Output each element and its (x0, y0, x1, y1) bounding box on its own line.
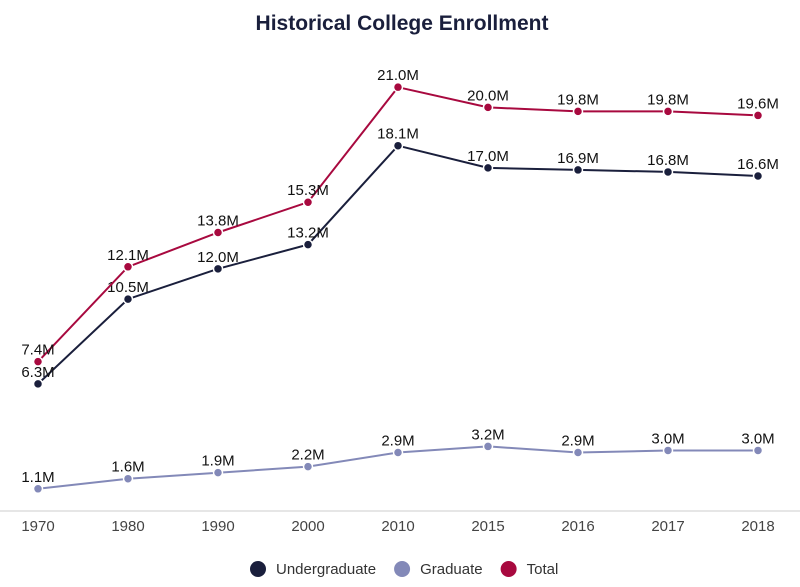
legend-label: Undergraduate (276, 561, 376, 578)
data-label: 2.2M (291, 447, 324, 464)
data-label: 6.3M (21, 364, 54, 381)
legend-item-undergraduate[interactable]: Undergraduate (250, 561, 376, 578)
data-point[interactable] (572, 106, 584, 117)
legend-label: Graduate (420, 561, 483, 578)
legend-marker (500, 561, 517, 577)
data-point[interactable] (482, 102, 494, 113)
data-point[interactable] (662, 106, 674, 117)
data-point[interactable] (122, 261, 134, 273)
data-label: 1.9M (201, 453, 234, 470)
legend-label: Total (527, 561, 559, 578)
x-tick-label: 1990 (201, 518, 234, 535)
legend-item-graduate[interactable]: Graduate (394, 561, 483, 578)
data-point[interactable] (122, 293, 134, 305)
data-label: 19.8M (557, 91, 599, 108)
data-label: 1.1M (21, 469, 54, 486)
data-point[interactable] (32, 378, 44, 390)
x-tick-label: 2018 (741, 518, 774, 535)
data-label: 18.1M (377, 126, 419, 143)
data-label: 13.2M (287, 225, 329, 242)
data-label: 16.8M (647, 152, 689, 169)
data-point[interactable] (302, 461, 314, 472)
legend: Undergraduate Graduate Total (250, 561, 558, 578)
data-label: 15.3M (287, 182, 329, 199)
data-point[interactable] (392, 140, 404, 151)
data-label: 21.0M (377, 67, 419, 84)
data-point[interactable] (752, 170, 764, 182)
data-point[interactable] (392, 447, 404, 458)
series-undergraduate: 6.3M 10.5M 12.0M 13.2M 18.1M 17.0M 16.9M 16.8M 1… (21, 126, 779, 390)
data-point[interactable] (752, 445, 764, 456)
data-label: 13.8M (197, 212, 239, 229)
x-tick-label: 1980 (111, 518, 144, 535)
x-axis-ticks: 1970 1980 1990 2000 2010 2015 2016 2017 2018 (21, 518, 774, 535)
x-tick-label: 2015 (471, 518, 504, 535)
data-label: 19.8M (647, 91, 689, 108)
legend-marker (250, 561, 266, 577)
data-label: 3.2M (471, 426, 504, 443)
data-label: 19.6M (737, 95, 779, 112)
data-point[interactable] (482, 441, 494, 452)
data-label: 12.1M (107, 247, 149, 264)
data-label: 3.0M (741, 430, 774, 447)
chart-title: Historical College Enrollment (256, 12, 549, 35)
data-label: 3.0M (651, 430, 684, 447)
data-point[interactable] (32, 356, 44, 367)
data-point[interactable] (752, 110, 764, 121)
data-point[interactable] (572, 447, 584, 458)
data-label: 12.0M (197, 249, 239, 266)
data-label: 2.9M (561, 432, 594, 449)
data-point[interactable] (662, 445, 674, 456)
x-tick-label: 2010 (381, 518, 414, 535)
data-point[interactable] (212, 263, 224, 275)
data-label: 20.0M (467, 87, 509, 104)
data-point[interactable] (122, 473, 134, 484)
series-total: 7.4M 12.1M 13.8M 15.3M 21.0M 20.0M 19.8M 19.8M 1… (21, 67, 779, 367)
legend-marker (394, 561, 411, 577)
data-label: 17.0M (467, 148, 509, 165)
data-point[interactable] (392, 81, 404, 93)
data-point[interactable] (302, 239, 314, 250)
data-label: 16.9M (557, 150, 599, 167)
data-label: 7.4M (21, 342, 54, 359)
data-point[interactable] (212, 227, 224, 238)
data-point[interactable] (572, 164, 584, 176)
data-label: 10.5M (107, 279, 149, 296)
data-label: 2.9M (381, 432, 414, 449)
legend-item-total[interactable]: Total (500, 561, 559, 578)
data-point[interactable] (662, 166, 674, 178)
x-tick-label: 1970 (21, 518, 54, 535)
series-graduate: 1.1M 1.6M 1.9M 2.2M 2.9M 3.2M 2.9M 3.0M 3.0M (21, 426, 775, 495)
data-point[interactable] (482, 162, 494, 174)
series-line-undergraduate (37, 144, 759, 385)
x-tick-label: 2017 (651, 518, 684, 535)
data-point[interactable] (212, 467, 224, 478)
data-label: 1.6M (111, 459, 144, 476)
x-tick-label: 2016 (561, 518, 594, 535)
data-label: 16.6M (737, 156, 779, 173)
series-layer: 6.3M 10.5M 12.0M 13.2M 18.1M 17.0M 16.9M 16.8M 1… (21, 67, 779, 495)
data-point[interactable] (32, 483, 44, 495)
x-tick-label: 2000 (291, 518, 324, 535)
data-point[interactable] (302, 196, 314, 208)
